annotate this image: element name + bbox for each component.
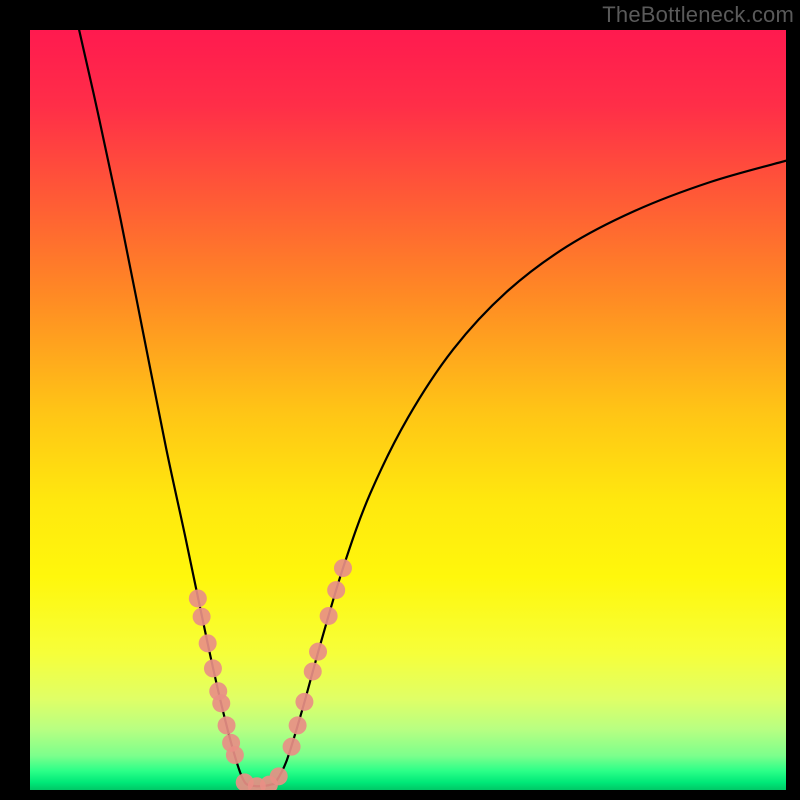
sample-marker: [304, 662, 322, 680]
sample-marker: [320, 607, 338, 625]
sample-marker: [218, 716, 236, 734]
sample-marker: [189, 589, 207, 607]
sample-marker: [270, 767, 288, 785]
sample-marker: [327, 581, 345, 599]
bottleneck-curve: [79, 30, 786, 786]
sample-marker: [199, 634, 217, 652]
sample-marker: [295, 693, 313, 711]
sample-marker: [193, 608, 211, 626]
sample-marker: [334, 559, 352, 577]
watermark-text: TheBottleneck.com: [602, 2, 794, 28]
sample-marker: [226, 746, 244, 764]
plot-area: [30, 30, 786, 790]
sample-markers: [189, 559, 352, 790]
sample-marker: [212, 694, 230, 712]
sample-marker: [289, 716, 307, 734]
sample-marker: [283, 738, 301, 756]
sample-marker: [204, 659, 222, 677]
sample-marker: [309, 643, 327, 661]
image-frame: TheBottleneck.com: [0, 0, 800, 800]
curve-layer: [30, 30, 786, 790]
